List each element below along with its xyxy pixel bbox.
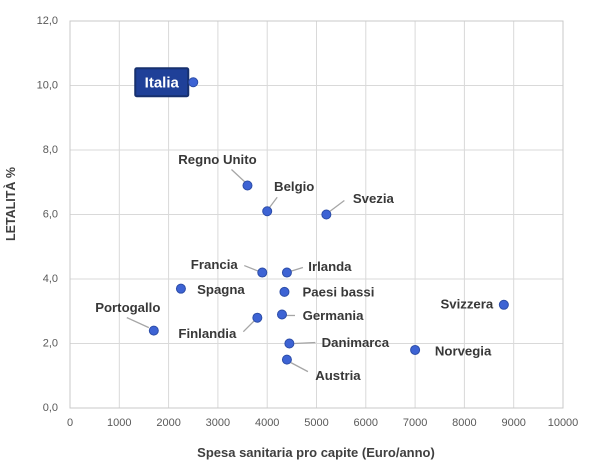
plot-border (69, 20, 564, 409)
point-portogallo (148, 325, 159, 336)
point-francia (257, 267, 268, 278)
label-portogallo: Portogallo (95, 300, 160, 315)
label-norvegia: Norvegia (435, 343, 492, 358)
y-tick-label: 2,0 (43, 338, 58, 350)
leader-line-danimarca (294, 341, 316, 345)
point-germania (276, 309, 287, 320)
label-germania: Germania (303, 308, 365, 323)
leader-line-irlanda (289, 266, 304, 273)
data-layer: Italia Regno Unito Belgio Svezia Francia Irla… (95, 67, 509, 383)
leader-line-austria (290, 362, 309, 373)
y-axis-title: LETALITÀ % (3, 167, 18, 241)
y-tick-label: 12,0 (37, 15, 58, 27)
point-belgio (262, 206, 273, 217)
x-tick-label: 6000 (354, 417, 378, 429)
point-svezia (321, 209, 332, 220)
label-italia: Italia (145, 74, 180, 91)
point-norvegia (410, 344, 421, 355)
leader-line-francia (244, 264, 260, 273)
grid-layer (69, 20, 564, 409)
point-italia (188, 77, 199, 88)
label-danimarca: Danimarca (322, 335, 390, 350)
label-finlandia: Finlandia (178, 326, 237, 341)
label-regno-unito: Regno Unito (178, 152, 256, 167)
label-svezia: Svezia (353, 191, 395, 206)
label-svizzera: Svizzera (440, 296, 493, 311)
label-austria: Austria (315, 368, 361, 383)
leader-line-portogallo (126, 317, 150, 329)
y-tick-label: 8,0 (43, 144, 58, 156)
label-paesi-bassi: Paesi bassi (303, 284, 375, 299)
x-tick-label: 1000 (107, 417, 131, 429)
x-tick-label: 9000 (501, 417, 525, 429)
x-tick-label: 7000 (403, 417, 427, 429)
x-tick-label: 10000 (548, 417, 579, 429)
leader-line-regno-unito (231, 168, 246, 183)
point-irlanda (281, 267, 292, 278)
label-irlanda: Irlanda (308, 259, 352, 274)
label-francia: Francia (191, 257, 239, 272)
x-tick-label: 8000 (452, 417, 476, 429)
tick-layer: 0 1000 2000 3000 4000 5000 6000 7000 8000 9000 100… (37, 15, 579, 429)
point-danimarca (284, 338, 295, 349)
leader-line-finlandia (242, 320, 255, 333)
label-belgio: Belgio (274, 179, 314, 194)
label-spagna: Spagna (197, 282, 245, 297)
y-tick-label: 0,0 (43, 402, 58, 414)
x-tick-label: 0 (67, 417, 73, 429)
x-tick-label: 3000 (206, 417, 230, 429)
point-austria (281, 354, 292, 365)
point-spagna (175, 283, 186, 294)
x-tick-label: 4000 (255, 417, 279, 429)
point-finlandia (252, 312, 263, 323)
x-tick-label: 5000 (304, 417, 328, 429)
y-tick-label: 4,0 (43, 273, 58, 285)
point-regno-unito (242, 180, 253, 191)
y-tick-label: 10,0 (37, 80, 58, 92)
x-axis-title: Spesa sanitaria pro capite (Euro/anno) (197, 445, 435, 460)
point-paesi-bassi (279, 286, 290, 297)
x-tick-label: 2000 (156, 417, 180, 429)
y-tick-label: 6,0 (43, 209, 58, 221)
point-svizzera (498, 299, 509, 310)
leader-line-svezia (327, 199, 345, 214)
